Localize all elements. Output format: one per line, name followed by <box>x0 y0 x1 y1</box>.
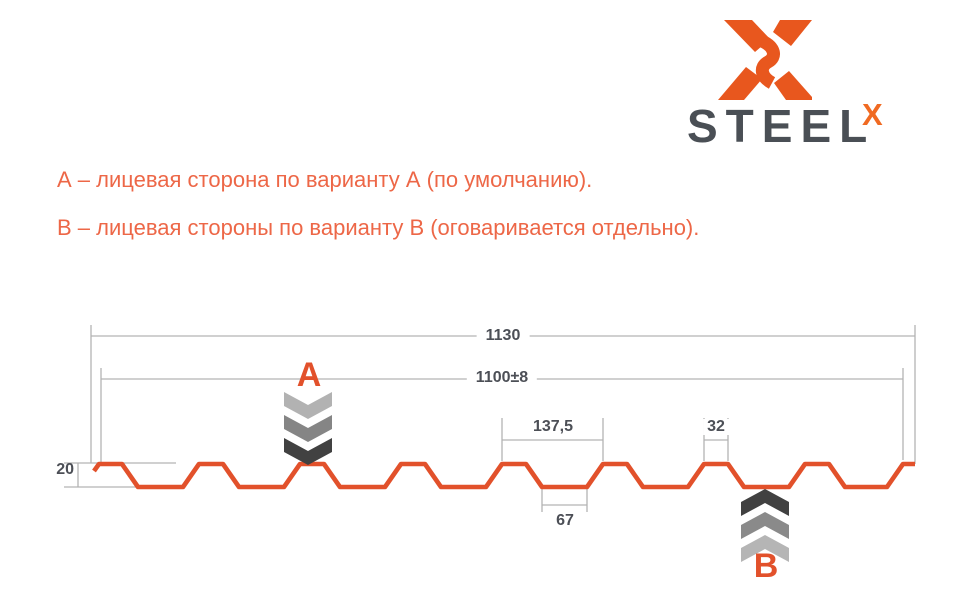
variant-a-arrows-icon <box>284 392 332 465</box>
brand-x-superscript: X <box>862 97 883 132</box>
sheet-profile-path <box>92 461 915 490</box>
dim-cover-width: 1100±8 <box>466 370 538 386</box>
note-variant-a: А – лицевая сторона по варианту А (по ум… <box>57 167 593 192</box>
variant-b-letter: B <box>753 547 779 585</box>
dim-rib-pitch: 137,5 <box>528 419 578 435</box>
dim-profile-height: 20 <box>56 461 74 478</box>
variant-b-arrows-icon <box>741 489 789 562</box>
dim-rib-bottom-width: 67 <box>552 513 578 529</box>
brand-name: STEEL <box>687 100 876 152</box>
profile-drawing <box>64 325 916 562</box>
dim-overall-width: 1130 <box>476 328 530 344</box>
steelx-logo-icon <box>718 20 812 100</box>
dim-rib-top-width: 32 <box>703 419 729 435</box>
logo-x-shape <box>718 20 812 100</box>
variant-a-letter: A <box>296 356 322 394</box>
note-variant-b: В – лицевая стороны по варианту В (огова… <box>57 215 700 240</box>
